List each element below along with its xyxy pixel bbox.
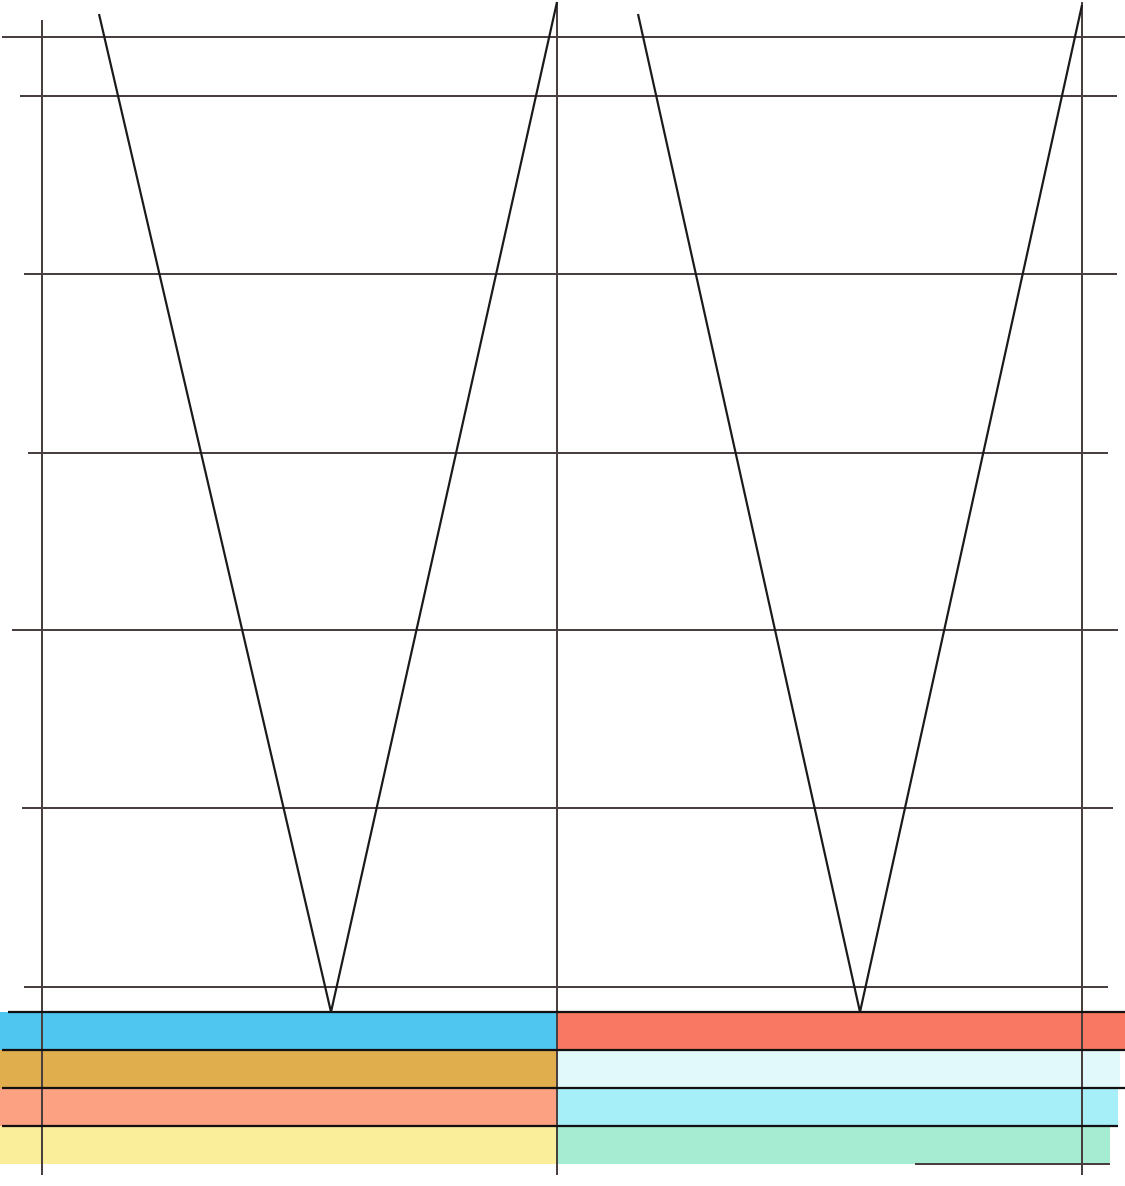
right-band-1 [557, 1012, 1125, 1050]
left-band-2 [0, 1050, 557, 1088]
left-band-1 [0, 1012, 557, 1050]
right-band-3 [557, 1088, 1118, 1126]
left-band-4 [0, 1126, 557, 1164]
v-shape-left [97, 1, 559, 1013]
right-band-4 [557, 1126, 1110, 1164]
left-band-3 [0, 1088, 557, 1126]
right-band-2 [557, 1050, 1120, 1088]
v-shape-right [636, 4, 1084, 1013]
